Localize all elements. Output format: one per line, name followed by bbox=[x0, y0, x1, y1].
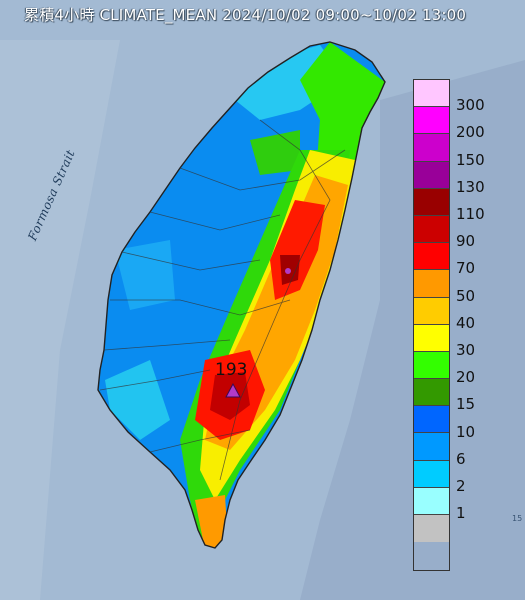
sea-terrain-west bbox=[0, 40, 120, 600]
corner-mark: 15 bbox=[512, 514, 523, 523]
legend-label: 6 bbox=[456, 449, 466, 468]
legend-swatch bbox=[414, 487, 449, 515]
island-outline bbox=[97, 41, 386, 549]
legend-label: 90 bbox=[456, 232, 476, 251]
legend-label: 110 bbox=[456, 205, 485, 223]
sea-terrain-east bbox=[300, 60, 525, 600]
legend-swatch bbox=[414, 433, 449, 461]
legend-label: 10 bbox=[456, 422, 476, 441]
legend-swatch bbox=[414, 324, 449, 352]
legend-swatch bbox=[414, 460, 449, 488]
peak-value-label: 193 bbox=[215, 360, 248, 380]
legend-label: 30 bbox=[456, 341, 476, 359]
legend-label: 300 bbox=[456, 96, 485, 115]
legend-swatch bbox=[414, 270, 449, 298]
legend-swatch bbox=[414, 297, 449, 325]
legend-swatch bbox=[414, 188, 449, 216]
legend-label: 40 bbox=[456, 313, 476, 332]
boundary-lines bbox=[99, 119, 346, 481]
legend-swatch bbox=[414, 406, 449, 434]
legend-swatch bbox=[414, 379, 449, 407]
peak-marker-icon bbox=[225, 382, 241, 398]
legend-swatch bbox=[414, 515, 449, 543]
legend-label: 15 bbox=[456, 395, 476, 414]
legend-swatch bbox=[414, 107, 449, 135]
legend-label: 70 bbox=[456, 259, 476, 278]
map-title: 累積4小時 CLIMATE_MEAN 2024/10/02 09:00~10/0… bbox=[24, 6, 467, 24]
legend-swatch bbox=[414, 215, 449, 244]
legend-label: 2 bbox=[456, 477, 466, 495]
legend-label: 200 bbox=[456, 123, 485, 142]
legend-swatch bbox=[414, 161, 449, 189]
legend-label: 130 bbox=[456, 177, 485, 196]
legend-label: 150 bbox=[456, 150, 485, 169]
legend-swatch bbox=[414, 134, 449, 162]
legend-label: 1 bbox=[456, 504, 466, 523]
legend-label: 50 bbox=[456, 286, 476, 305]
legend-swatch bbox=[414, 80, 449, 108]
legend-swatch bbox=[414, 243, 449, 271]
legend-label: 20 bbox=[456, 368, 476, 387]
legend-swatch bbox=[414, 351, 449, 380]
legend-colorbar bbox=[413, 79, 450, 571]
secondary-peak-icon bbox=[285, 268, 291, 274]
